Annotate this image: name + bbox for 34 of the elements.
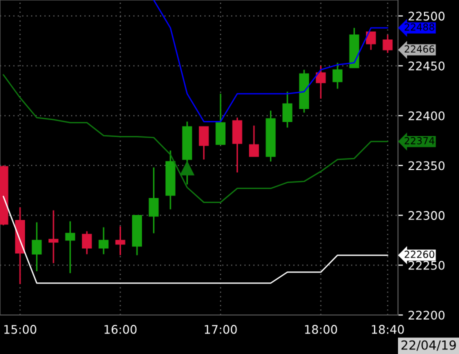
text: 22374 xyxy=(404,137,434,144)
candlestick xyxy=(382,34,393,54)
candlestick xyxy=(366,31,376,51)
x-tick-label: 18:40 xyxy=(372,324,404,334)
candlestick xyxy=(65,220,76,274)
x-tick-label: 16:00 xyxy=(104,324,137,334)
y-tick-label: 22200 xyxy=(408,310,444,320)
text: 22260 xyxy=(404,250,434,258)
candlestick xyxy=(82,230,92,255)
y-tick-label: 22450 xyxy=(408,62,444,70)
x-tick-label: 18:00 xyxy=(305,324,338,334)
candlestick xyxy=(282,91,292,128)
x-tick-label: 15:00 xyxy=(4,324,36,334)
y-tick-label: 22350 xyxy=(408,161,444,170)
candlestick xyxy=(32,222,42,272)
line-series xyxy=(2,196,388,284)
text: 22466 xyxy=(404,45,434,53)
candlestick xyxy=(198,126,209,160)
candlestick xyxy=(98,226,109,255)
candlestick xyxy=(232,116,242,174)
x-tick-label: 17:00 xyxy=(204,324,237,334)
candlestick xyxy=(115,226,126,256)
candlestick xyxy=(216,93,226,146)
candlestick xyxy=(249,124,259,158)
y-tick-label: 22400 xyxy=(408,111,444,120)
y-tick-label: 22250 xyxy=(408,260,444,270)
candlestick xyxy=(48,210,58,264)
y-tick-label: 22500 xyxy=(408,12,444,21)
text: 22488 xyxy=(404,23,434,31)
text: 22/04/19 xyxy=(401,340,456,351)
y-tick-label: 22300 xyxy=(408,211,444,220)
line-series xyxy=(2,74,388,203)
candlestick xyxy=(148,166,159,234)
candlestick xyxy=(332,62,342,90)
